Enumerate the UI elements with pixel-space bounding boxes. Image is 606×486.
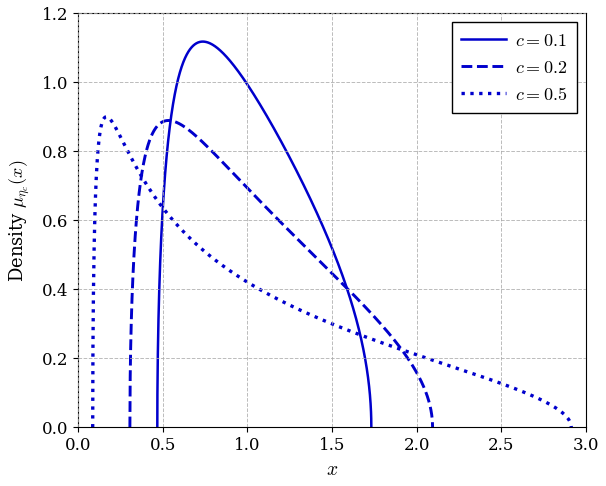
$c = 0.5$ <box>568 424 575 430</box>
$c = 0.1$ <box>324 235 331 241</box>
$c = 0.5$ <box>446 363 453 369</box>
Line: $c = 0.5$: $c = 0.5$ <box>93 117 571 427</box>
$c = 0.1$ <box>154 424 161 430</box>
$c = 0.2$ <box>281 224 288 229</box>
$c = 0.5$ <box>103 114 110 120</box>
Y-axis label: Density $\mu_{\eta_c}(x)$: Density $\mu_{\eta_c}(x)$ <box>7 159 31 281</box>
$c = 0.1$ <box>154 423 161 429</box>
$c = 0.5$ <box>470 371 478 377</box>
Legend: $c = 0.1$, $c = 0.2$, $c = 0.5$: $c = 0.1$, $c = 0.2$, $c = 0.5$ <box>452 22 577 113</box>
$c = 0.2$ <box>126 423 133 429</box>
$c = 0.2$ <box>126 424 133 430</box>
$c = 0.2$ <box>367 311 375 316</box>
$c = 0.2$ <box>227 167 234 173</box>
$c = 0.1$ <box>295 171 302 176</box>
Line: $c = 0.2$: $c = 0.2$ <box>130 121 433 427</box>
$c = 0.5$ <box>89 424 96 430</box>
$c = 0.1$ <box>368 424 375 430</box>
$c = 0.5$ <box>89 422 96 428</box>
Line: $c = 0.1$: $c = 0.1$ <box>158 42 371 427</box>
X-axis label: $x$: $x$ <box>326 461 338 479</box>
$c = 0.1$ <box>199 39 207 45</box>
$c = 0.5$ <box>335 323 342 329</box>
$c = 0.5$ <box>404 348 411 354</box>
$c = 0.5$ <box>248 282 255 288</box>
$c = 0.2$ <box>429 424 436 430</box>
$c = 0.1$ <box>264 113 271 119</box>
$c = 0.2$ <box>352 294 359 300</box>
$c = 0.2$ <box>165 118 172 123</box>
$c = 0.2$ <box>325 267 332 273</box>
$c = 0.1$ <box>313 210 321 216</box>
$c = 0.1$ <box>225 56 232 62</box>
